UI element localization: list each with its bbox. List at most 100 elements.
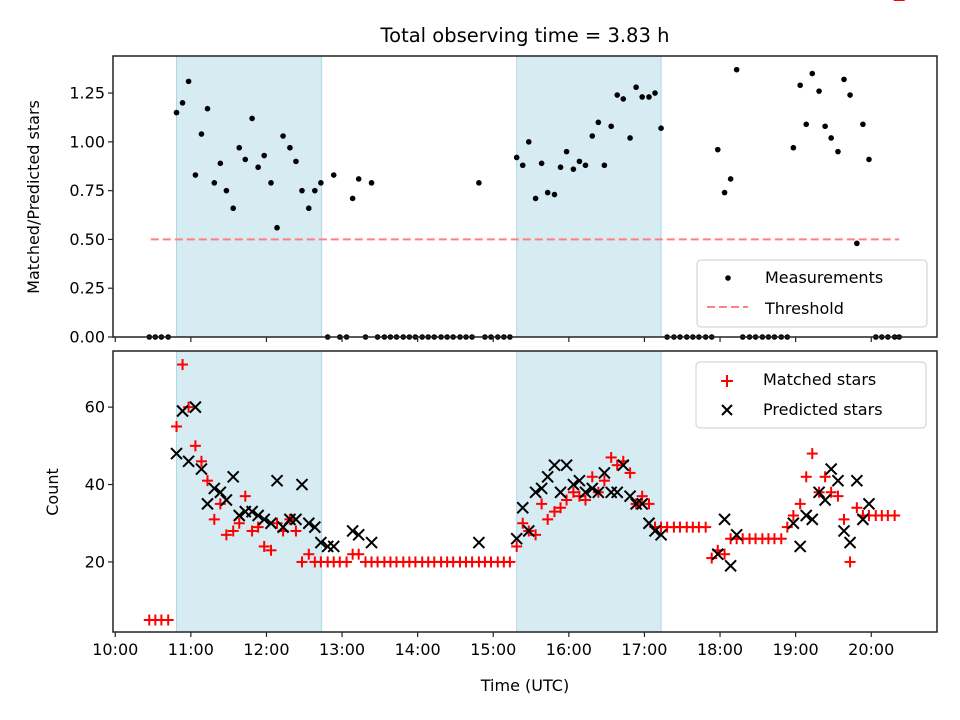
measurement-point xyxy=(589,133,596,139)
matched-stars-point xyxy=(598,475,610,487)
predicted-stars-point xyxy=(308,520,322,534)
predicted-stars-point xyxy=(635,497,649,511)
measurement-point xyxy=(211,180,218,186)
measurement-point xyxy=(721,189,728,196)
matched-stars-point xyxy=(844,556,856,568)
matched-stars-point xyxy=(781,521,793,533)
predicted-stars-point xyxy=(806,513,819,526)
matched-stars-point xyxy=(353,548,365,560)
matched-stars-point xyxy=(341,556,353,568)
measurement-point xyxy=(476,180,482,186)
matched-stars-point xyxy=(177,359,189,371)
predicted-stars-point xyxy=(586,482,599,495)
measurement-point xyxy=(854,240,860,247)
predicted-stars-point xyxy=(365,536,378,549)
matched-stars-point xyxy=(555,502,567,514)
y-tick-label: 1.25 xyxy=(69,84,105,103)
matched-stars-point xyxy=(208,513,220,525)
measurement-point xyxy=(551,191,558,198)
measurement-point xyxy=(192,172,199,178)
matched-stars-point xyxy=(511,540,523,552)
matched-stars-point xyxy=(504,556,516,568)
x-tick-label: 17:00 xyxy=(621,640,667,659)
observing-window-1 xyxy=(176,55,323,338)
legend-measurements-marker xyxy=(725,275,731,281)
predicted-stars-point xyxy=(800,509,813,522)
measurement-point xyxy=(633,84,639,91)
predicted-stars-point xyxy=(289,513,303,526)
matched-stars-point xyxy=(832,490,844,502)
predicted-stars-point xyxy=(251,509,265,522)
matched-stars-point xyxy=(201,475,213,487)
predicted-stars-point xyxy=(787,517,800,530)
matched-stars-point xyxy=(567,486,579,498)
measurement-point xyxy=(305,205,312,212)
chart-title: Total observing time = 3.83 h xyxy=(380,24,670,47)
predicted-stars-point xyxy=(170,447,183,460)
predicted-stars-point xyxy=(327,540,340,553)
matched-stars-point xyxy=(233,517,245,529)
measurement-point xyxy=(236,144,243,151)
measurement-point xyxy=(280,133,286,139)
ratio-axes: 0.00 0.25 0.50 0.75 1.00 1.25 Matched/Predict… xyxy=(24,55,938,347)
measurement-point xyxy=(847,92,853,98)
measurement-point xyxy=(230,205,236,212)
predicted-stars-point xyxy=(214,486,227,499)
measurement-point xyxy=(595,119,602,126)
matched-stars-point xyxy=(214,498,226,510)
measurement-point xyxy=(816,88,822,94)
matched-stars-point xyxy=(624,467,636,479)
measurement-point xyxy=(809,70,816,77)
matched-stars-point xyxy=(643,498,655,510)
predicted-stars-point xyxy=(257,513,271,526)
measurement-point xyxy=(330,172,337,178)
matched-stars-point xyxy=(825,486,837,498)
predicted-stars-point xyxy=(837,524,851,538)
legend-measurements-label: Measurements xyxy=(765,268,883,287)
predicted-stars-point xyxy=(510,532,523,545)
predicted-stars-point xyxy=(195,462,208,476)
measurement-point xyxy=(287,144,293,151)
measurement-point xyxy=(299,187,305,194)
measurement-point xyxy=(620,96,627,102)
measurement-point xyxy=(614,92,621,98)
measurement-point xyxy=(790,144,797,151)
predicted-stars-point xyxy=(850,474,864,487)
legend-predicted-marker xyxy=(721,404,733,416)
matched-stars-point xyxy=(605,451,617,463)
legend-predicted-label: Predicted stars xyxy=(763,400,883,419)
y-tick-label: 60 xyxy=(85,398,105,417)
matched-stars-point xyxy=(252,521,264,533)
predicted-stars-point xyxy=(592,486,605,499)
matched-stars-point xyxy=(573,490,585,502)
matched-stars-point xyxy=(719,548,731,560)
ratio-y-axis-label: Matched/Predicted stars xyxy=(24,100,43,294)
predicted-stars-point xyxy=(648,524,662,538)
y-tick-label: 0.00 xyxy=(69,328,105,347)
x-tick-label: 16:00 xyxy=(546,640,592,659)
measurement-point xyxy=(627,135,633,141)
predicted-stars-point xyxy=(843,536,857,549)
measurement-point xyxy=(274,224,280,231)
matched-stars-point xyxy=(271,517,283,529)
x-tick-label: 19:00 xyxy=(773,640,819,659)
predicted-stars-point xyxy=(560,458,573,472)
measurement-point xyxy=(368,180,375,186)
predicted-stars-point xyxy=(522,524,535,538)
x-tick-label: 11:00 xyxy=(168,640,214,659)
matched-stars-point xyxy=(542,513,554,525)
predicted-stars-point xyxy=(226,470,240,483)
legend-matched-label: Matched stars xyxy=(763,370,876,389)
matched-stars-point xyxy=(586,471,598,483)
measurement-point xyxy=(179,100,186,106)
predicted-stars-point xyxy=(824,462,838,476)
predicted-stars-point xyxy=(711,547,724,561)
predicted-stars-point xyxy=(472,536,486,549)
x-tick-label: 13:00 xyxy=(319,640,365,659)
predicted-stars-point xyxy=(295,478,309,491)
measurement-point xyxy=(249,115,255,122)
measurement-point xyxy=(318,180,324,186)
measurement-point xyxy=(733,66,740,73)
matched-stars-point xyxy=(706,552,718,564)
